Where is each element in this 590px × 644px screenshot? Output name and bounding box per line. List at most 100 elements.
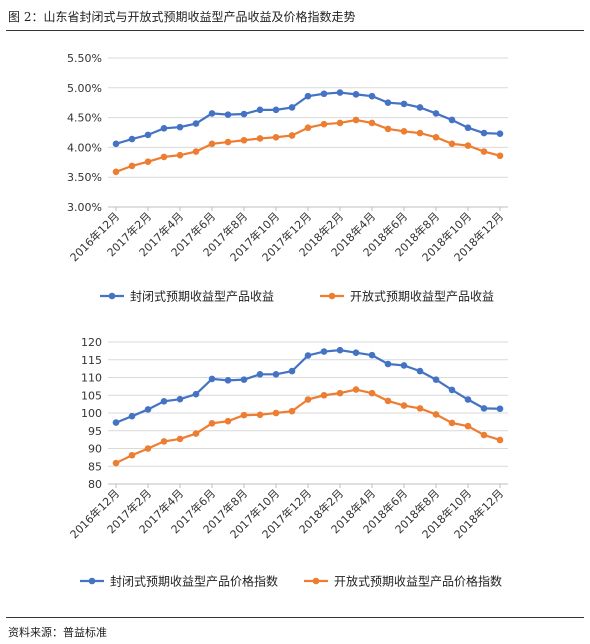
data-point — [160, 438, 168, 445]
data-point — [128, 162, 136, 170]
data-point — [144, 158, 152, 166]
data-point — [256, 371, 264, 378]
data-point — [176, 435, 184, 443]
data-point — [384, 360, 392, 368]
data-point — [416, 367, 424, 375]
data-point — [384, 99, 392, 106]
data-point — [320, 120, 328, 128]
data-point — [144, 445, 152, 452]
data-point — [496, 405, 504, 413]
data-point — [208, 375, 216, 383]
data-point — [304, 396, 312, 403]
data-point — [496, 436, 504, 444]
data-point — [448, 386, 456, 394]
data-point — [368, 92, 376, 100]
data-point — [288, 104, 296, 111]
data-point — [144, 406, 152, 413]
data-point — [496, 130, 504, 137]
data-point — [448, 140, 456, 148]
data-point — [336, 119, 344, 127]
data-point — [336, 89, 344, 96]
data-point — [480, 148, 488, 155]
legend-label: 封闭式预期收益型产品价格指数 — [110, 574, 278, 589]
data-point — [352, 349, 360, 356]
y-tick-label: 120 — [81, 336, 102, 349]
series-line — [115, 91, 501, 145]
data-point — [208, 140, 216, 148]
data-point — [224, 111, 232, 118]
data-point — [192, 148, 200, 155]
figure-title: 图 2：山东省封闭式与开放式预期收益型产品收益及价格指数走势 — [8, 10, 356, 24]
legend-marker — [312, 577, 320, 585]
data-point — [240, 136, 248, 144]
data-point — [288, 367, 296, 375]
data-point — [464, 142, 472, 149]
data-point — [160, 153, 168, 161]
data-point — [224, 377, 232, 384]
data-point — [288, 132, 296, 139]
data-point — [448, 116, 456, 124]
data-point — [192, 390, 200, 398]
data-point — [144, 131, 152, 139]
source-note: 资料来源：普益标准 — [8, 626, 107, 639]
data-point — [304, 124, 312, 132]
data-point — [368, 351, 376, 359]
data-point — [400, 362, 408, 369]
data-point — [480, 129, 488, 137]
data-point — [432, 376, 440, 383]
data-point — [160, 125, 168, 132]
data-point — [464, 396, 472, 403]
data-point — [112, 459, 120, 467]
legend-marker — [88, 577, 96, 585]
data-point — [400, 128, 408, 135]
data-point — [400, 100, 408, 108]
data-point — [432, 110, 440, 117]
data-point — [128, 412, 136, 420]
data-point — [192, 120, 200, 127]
data-point — [304, 352, 312, 359]
data-point — [112, 168, 120, 176]
legend-marker — [328, 292, 336, 300]
data-point — [224, 138, 232, 146]
data-point — [192, 430, 200, 437]
price-index-chart: 808590951001051101151202016年12月2017年2月20… — [67, 336, 508, 589]
yield-chart: 3.00%3.50%4.00%4.50%5.00%5.50%2016年12月20… — [67, 52, 508, 304]
data-point — [352, 91, 360, 98]
data-point — [416, 405, 424, 412]
data-point — [272, 371, 280, 378]
data-point — [176, 151, 184, 159]
data-point — [368, 119, 376, 127]
data-point — [480, 431, 488, 439]
data-point — [432, 133, 440, 141]
data-point — [432, 411, 440, 418]
data-point — [368, 389, 376, 397]
data-point — [256, 411, 264, 419]
y-tick-label: 85 — [88, 460, 102, 473]
data-point — [160, 397, 168, 405]
data-point — [384, 125, 392, 133]
data-point — [176, 123, 184, 131]
y-tick-label: 105 — [81, 389, 102, 402]
data-point — [320, 90, 328, 98]
data-point — [176, 395, 184, 403]
data-point — [272, 106, 280, 114]
data-point — [128, 135, 136, 143]
data-point — [288, 407, 296, 415]
top-rule — [6, 30, 584, 31]
y-tick-label: 4.00% — [67, 141, 102, 154]
data-point — [240, 376, 248, 383]
y-tick-label: 5.00% — [67, 82, 102, 95]
y-tick-label: 4.50% — [67, 112, 102, 125]
legend-label: 开放式预期收益型产品价格指数 — [334, 574, 502, 589]
data-point — [336, 346, 344, 354]
y-tick-label: 115 — [81, 354, 102, 367]
data-point — [496, 152, 504, 160]
legend-label: 封闭式预期收益型产品收益 — [130, 290, 274, 304]
data-point — [320, 348, 328, 355]
data-point — [480, 405, 488, 412]
data-point — [112, 140, 120, 148]
data-point — [208, 110, 216, 117]
legend-label: 开放式预期收益型产品收益 — [350, 289, 494, 304]
data-point — [272, 133, 280, 141]
y-tick-label: 3.50% — [67, 171, 102, 184]
